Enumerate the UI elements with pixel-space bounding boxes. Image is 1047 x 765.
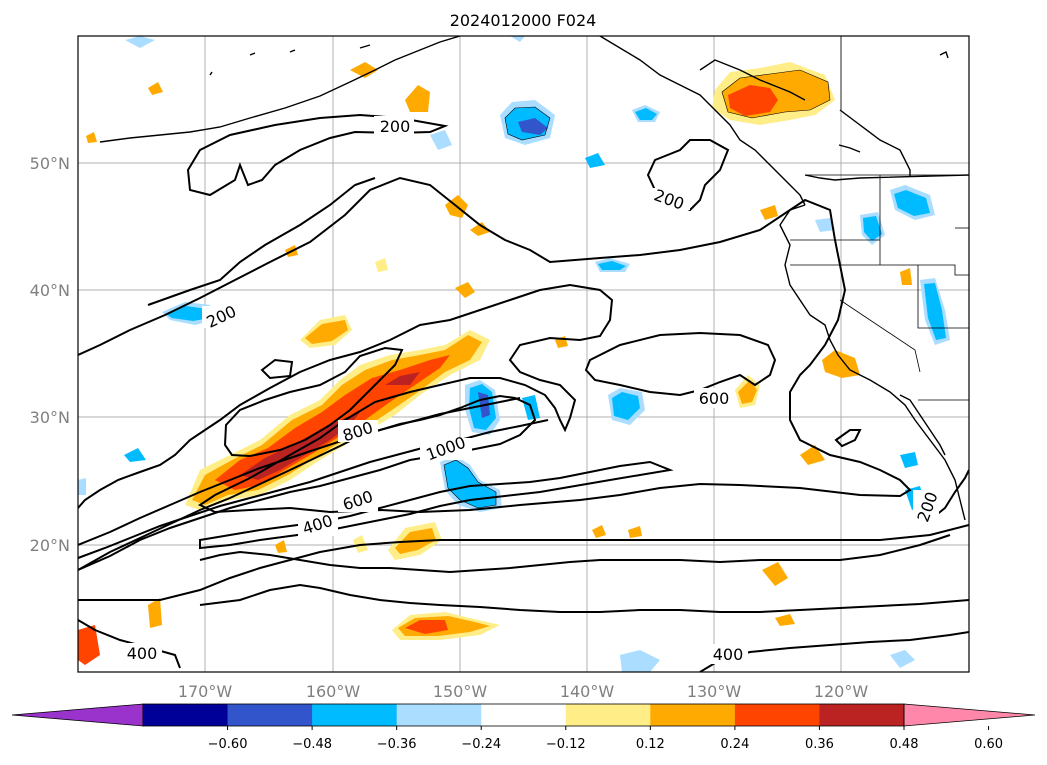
latitude-labels: 50°N 40°N 30°N 20°N — [30, 154, 70, 555]
colorbar-segment — [312, 704, 398, 726]
colorbar-segment — [565, 704, 651, 726]
lat-label: 50°N — [30, 154, 70, 173]
colorbar-segment — [650, 704, 736, 726]
colorbar-tick-label: 0.12 — [636, 737, 665, 752]
lon-label: 150°W — [433, 682, 488, 701]
colorbar-segment — [143, 704, 229, 726]
lat-label: 20°N — [30, 536, 70, 555]
contour-label: 400 — [713, 645, 744, 664]
contour-label: 200 — [380, 117, 411, 136]
colorbar-outline — [142, 703, 905, 727]
map-title: 2024012000 F024 — [450, 11, 597, 30]
colorbar-segment — [227, 704, 313, 726]
colorbar: −0.60 −0.48 −0.36 −0.24 −0.12 0.12 0.24 0.36 0.4… — [11, 703, 1036, 752]
colorbar-tick-label: 0.48 — [890, 737, 919, 752]
lat-label: 30°N — [30, 408, 70, 427]
borders — [790, 36, 969, 401]
map-frame — [77, 35, 970, 673]
colorbar-tick-label: 0.60 — [974, 737, 1003, 752]
longitude-labels: 170°W 160°W 150°W 140°W 130°W 120°W — [178, 682, 869, 701]
colorbar-tick-label: 0.36 — [805, 737, 834, 752]
contour-labels: 200 200 200 200 400 400 400 600 600 800 … — [122, 116, 942, 664]
colorbar-tick-label: −0.48 — [292, 737, 332, 752]
height-contours — [78, 113, 969, 672]
colorbar-segment — [396, 704, 482, 726]
lon-label: 170°W — [178, 682, 233, 701]
lon-label: 130°W — [687, 682, 742, 701]
colorbar-tick-label: −0.24 — [461, 737, 501, 752]
lon-label: 120°W — [814, 682, 869, 701]
colorbar-segment — [734, 704, 820, 726]
colorbar-segment — [481, 704, 567, 726]
lat-label: 40°N — [30, 281, 70, 300]
coastlines — [99, 36, 969, 521]
colorbar-tick-label: 0.24 — [720, 737, 749, 752]
colorbar-tick-label: −0.12 — [546, 737, 586, 752]
colorbar-extend-high — [903, 703, 1036, 727]
colorbar-extend-low — [11, 703, 144, 727]
map-area — [78, 36, 969, 672]
contour-label: 400 — [127, 644, 158, 663]
anomaly-outlines — [443, 69, 831, 509]
colorbar-segment — [819, 704, 905, 726]
colorbar-tick-label: −0.36 — [377, 737, 417, 752]
contour-label: 600 — [699, 389, 730, 408]
lon-label: 140°W — [560, 682, 615, 701]
lon-label: 160°W — [306, 682, 361, 701]
colorbar-tick-label: −0.60 — [208, 737, 248, 752]
